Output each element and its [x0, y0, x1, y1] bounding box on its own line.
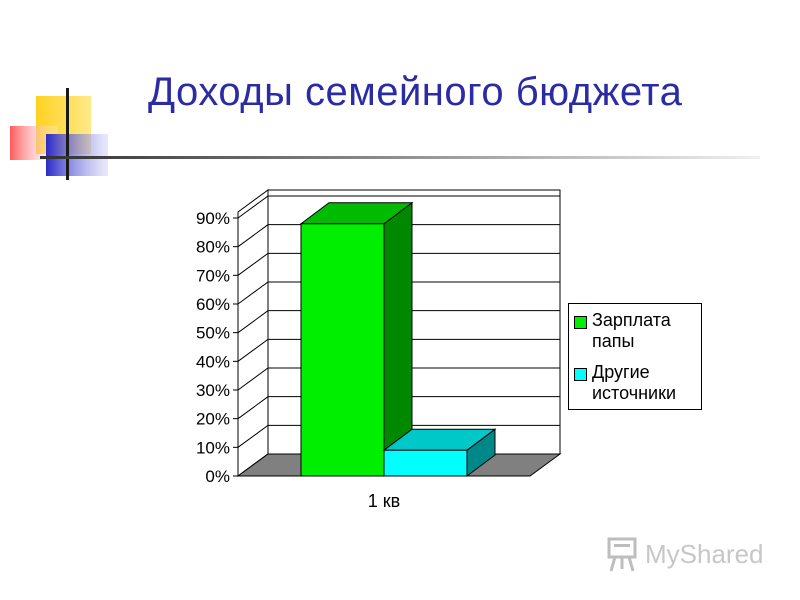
bar-other	[383, 449, 468, 477]
gridline	[237, 224, 560, 248]
gridline	[237, 424, 560, 448]
y-tick-label: 70%	[196, 266, 230, 285]
chart-legend: Зарплата папы Другие источники	[568, 303, 702, 410]
bar-salary	[300, 223, 385, 477]
legend-label-other-line-2: источники	[592, 383, 677, 403]
legend-label-other-line-1: Другие	[592, 362, 650, 382]
y-tick-label: 40%	[196, 352, 230, 371]
y-tick-label: 0%	[205, 467, 230, 486]
legend-label-salary-line-1: Зарплата	[592, 310, 671, 330]
legend-label-other: Другие источники	[592, 362, 702, 404]
y-tick-label: 90%	[196, 209, 230, 228]
gridline	[237, 338, 560, 362]
y-tick-label: 60%	[196, 295, 230, 314]
legend-label-salary-line-2: папы	[592, 331, 635, 351]
gridline	[237, 281, 560, 305]
horizontal-rule	[40, 156, 760, 159]
myshared-logo: MyShared	[605, 535, 775, 575]
presentation-board-icon	[607, 537, 637, 572]
gridline	[237, 367, 560, 391]
gridline	[237, 396, 560, 420]
chart-side-wall	[237, 189, 269, 477]
gridline	[237, 310, 560, 334]
blue-block	[46, 134, 108, 176]
x-category-label: 1 кв	[368, 491, 400, 511]
y-tick-label: 20%	[196, 410, 230, 429]
y-tick-label: 50%	[196, 324, 230, 343]
y-tick-label: 80%	[196, 238, 230, 257]
legend-label-salary: Зарплата папы	[592, 310, 702, 352]
legend-swatch-other	[574, 368, 587, 381]
gridline	[237, 252, 560, 276]
y-tick-label: 30%	[196, 381, 230, 400]
vertical-rule	[66, 88, 69, 180]
logo-text: MyShared	[645, 539, 764, 569]
gridline	[237, 195, 560, 219]
legend-swatch-salary	[574, 316, 587, 329]
y-tick-label: 10%	[196, 438, 230, 457]
slide-title: Доходы семейного бюджета	[148, 70, 683, 114]
